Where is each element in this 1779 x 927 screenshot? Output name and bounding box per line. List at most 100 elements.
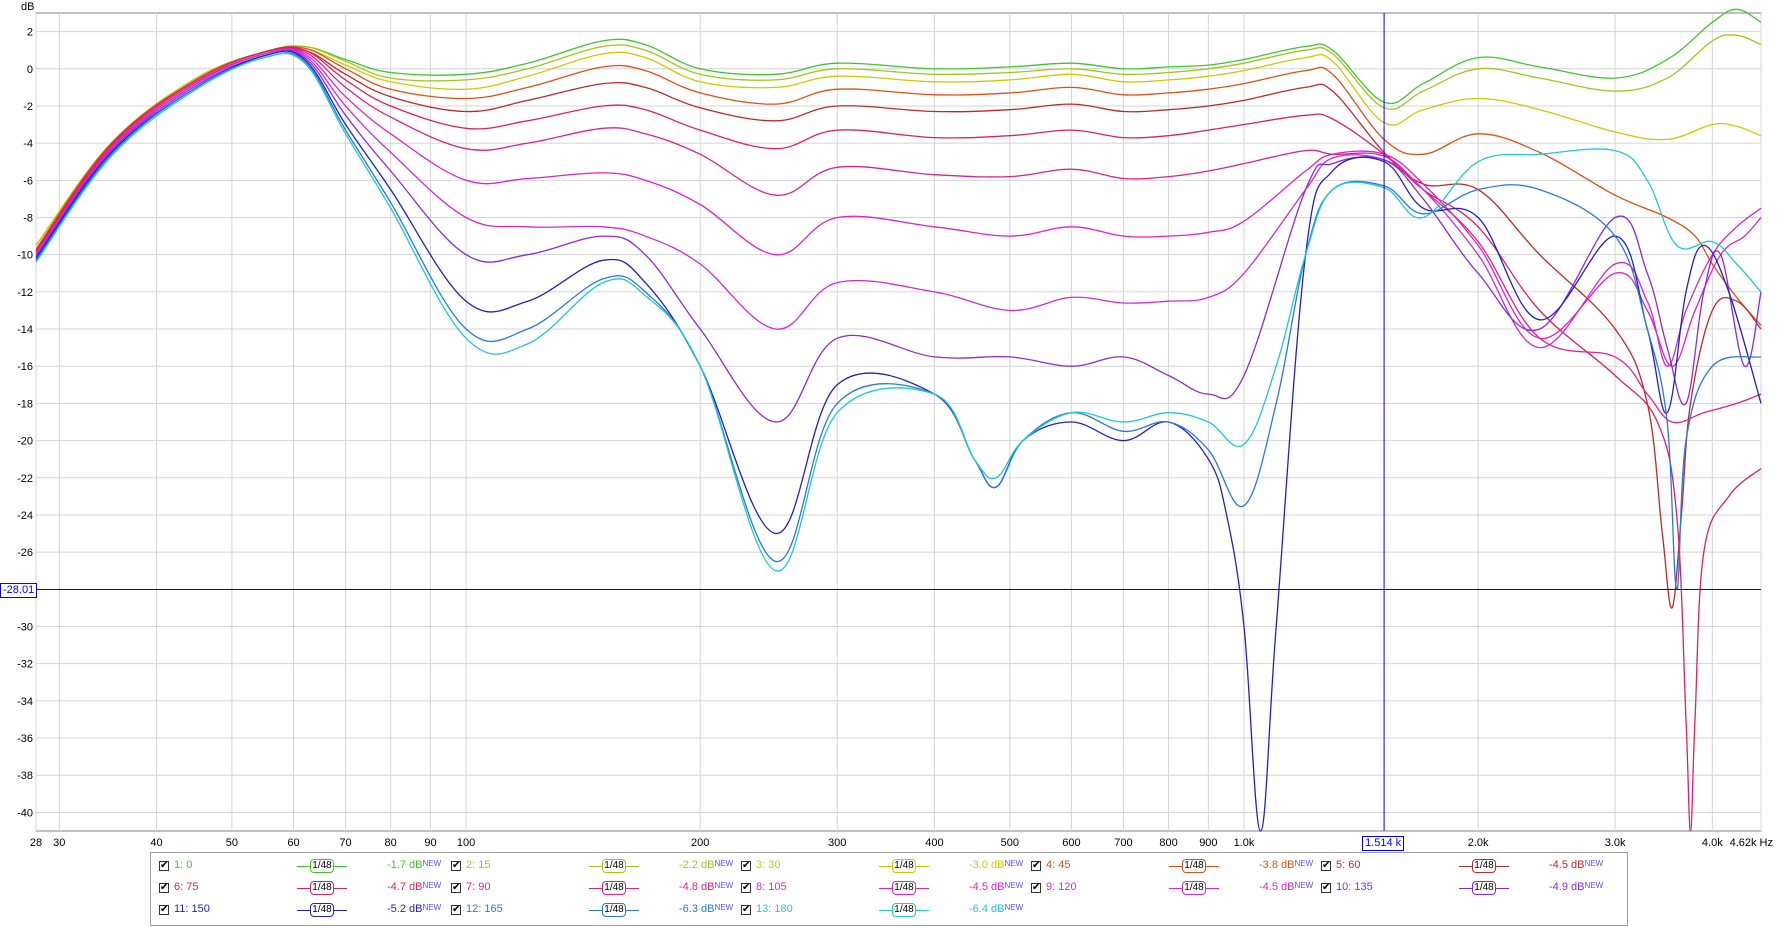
series-name: 11: 150: [174, 903, 210, 915]
series-line: [35, 8, 1762, 246]
y-tick-label: -24: [17, 510, 33, 522]
new-tag: NEW: [1004, 903, 1024, 912]
smoothing-label: 1/48: [1182, 859, 1206, 873]
legend-item[interactable]: ✔ 3: 30 1/48 -3.0 dBNEW: [741, 857, 1026, 877]
legend-item[interactable]: ✔ 4: 45 1/48 -3.8 dBNEW: [1031, 857, 1316, 877]
series-visibility-checkbox[interactable]: ✔: [1031, 882, 1041, 893]
y-tick-label: -30: [17, 622, 33, 634]
series-visibility-checkbox[interactable]: ✔: [741, 860, 751, 871]
legend-item[interactable]: ✔ 2: 15 1/48 -2.2 dBNEW: [451, 857, 736, 877]
cursor-x-readout[interactable]: 1.514 k: [1362, 836, 1405, 851]
series-visibility-checkbox[interactable]: ✔: [451, 860, 461, 871]
x-tick-label: 500: [1001, 837, 1019, 849]
x-tick-label: 60: [287, 837, 299, 849]
series-level-value[interactable]: -5.2 dBNEW: [387, 903, 442, 915]
smoothing-label: 1/48: [310, 881, 334, 895]
legend-item[interactable]: ✔ 5: 60 1/48 -4.5 dBNEW: [1321, 857, 1606, 877]
series-line: [35, 48, 1762, 367]
series-level-value[interactable]: -4.9 dBNEW: [1549, 881, 1604, 893]
series-visibility-checkbox[interactable]: ✔: [451, 882, 461, 893]
series-line: [35, 52, 1762, 572]
smoothing-button[interactable]: 1/48: [589, 881, 639, 897]
series-level-value[interactable]: -4.5 dBNEW: [969, 881, 1024, 893]
series-visibility-checkbox[interactable]: ✔: [1321, 882, 1331, 893]
legend-item[interactable]: ✔ 11: 150 1/48 -5.2 dBNEW: [159, 901, 444, 921]
smoothing-button[interactable]: 1/48: [297, 903, 347, 919]
x-tick-label: 28: [30, 837, 42, 849]
series-line: [35, 46, 1762, 832]
series-visibility-checkbox[interactable]: ✔: [159, 860, 169, 871]
plot-area[interactable]: [35, 12, 1762, 832]
new-tag: NEW: [1004, 881, 1024, 890]
series-name: 12: 165: [466, 903, 503, 915]
series-visibility-checkbox[interactable]: ✔: [159, 882, 169, 893]
legend-item[interactable]: ✔ 1: 0 1/48 -1.7 dBNEW: [159, 857, 444, 877]
smoothing-button[interactable]: 1/48: [1459, 881, 1509, 897]
smoothing-button[interactable]: 1/48: [879, 903, 929, 919]
series-level-value[interactable]: -3.8 dBNEW: [1259, 859, 1314, 871]
series-name: 10: 135: [1336, 881, 1373, 893]
y-tick-label: -16: [17, 361, 33, 373]
smoothing-button[interactable]: 1/48: [1169, 881, 1219, 897]
series-level-value[interactable]: -4.5 dBNEW: [1549, 859, 1604, 871]
smoothing-button[interactable]: 1/48: [297, 859, 347, 875]
series-visibility-checkbox[interactable]: ✔: [451, 904, 461, 915]
smoothing-button[interactable]: 1/48: [297, 881, 347, 897]
smoothing-label: 1/48: [1182, 881, 1206, 895]
y-tick-label: -20: [17, 436, 33, 448]
series-visibility-checkbox[interactable]: ✔: [741, 882, 751, 893]
series-level-value[interactable]: -1.7 dBNEW: [387, 859, 442, 871]
legend-item[interactable]: ✔ 10: 135 1/48 -4.9 dBNEW: [1321, 879, 1606, 899]
series-level-value[interactable]: -3.0 dBNEW: [969, 859, 1024, 871]
y-tick-label: -4: [23, 138, 33, 150]
smoothing-button[interactable]: 1/48: [879, 859, 929, 875]
x-tick-label: 40: [150, 837, 162, 849]
series-visibility-checkbox[interactable]: ✔: [741, 904, 751, 915]
legend-item[interactable]: ✔ 6: 75 1/48 -4.7 dBNEW: [159, 879, 444, 899]
smoothing-button[interactable]: 1/48: [589, 903, 639, 919]
series-line: [35, 46, 1762, 609]
y-tick-label: -14: [17, 324, 33, 336]
series-level-value[interactable]: -6.4 dBNEW: [969, 903, 1024, 915]
y-tick-label: 0: [27, 64, 33, 76]
series-visibility-checkbox[interactable]: ✔: [1031, 860, 1041, 871]
x-tick-label: 100: [457, 837, 475, 849]
x-tick-label: 70: [339, 837, 351, 849]
x-tick-label: 30: [53, 837, 65, 849]
y-tick-label: -34: [17, 696, 33, 708]
series-visibility-checkbox[interactable]: ✔: [159, 904, 169, 915]
series-line: [35, 46, 1762, 326]
legend-item[interactable]: ✔ 12: 165 1/48 -6.3 dBNEW: [451, 901, 736, 921]
legend-item[interactable]: ✔ 9: 120 1/48 -4.5 dBNEW: [1031, 879, 1316, 899]
smoothing-button[interactable]: 1/48: [1169, 859, 1219, 875]
y-tick-label: -22: [17, 473, 33, 485]
y-tick-label: -10: [17, 250, 33, 262]
y-tick-label: -32: [17, 659, 33, 671]
series-name: 6: 75: [174, 881, 199, 893]
series-level-value[interactable]: -6.3 dBNEW: [679, 903, 734, 915]
legend-item[interactable]: ✔ 13: 180 1/48 -6.4 dBNEW: [741, 901, 1026, 921]
series-level-value[interactable]: -4.5 dBNEW: [1259, 881, 1314, 893]
x-tick-label: 900: [1199, 837, 1217, 849]
legend-item[interactable]: ✔ 8: 105 1/48 -4.5 dBNEW: [741, 879, 1026, 899]
smoothing-button[interactable]: 1/48: [879, 881, 929, 897]
y-tick-label: -18: [17, 398, 33, 410]
series-level-value[interactable]: -2.2 dBNEW: [679, 859, 734, 871]
cursor-y-readout[interactable]: -28.01: [0, 582, 38, 598]
frequency-response-chart[interactable]: 28 30 40 50 60 70 80 90 100 200 300 400 500 600 700 800…: [0, 0, 1779, 855]
new-tag: NEW: [1584, 859, 1604, 868]
series-level-value[interactable]: -4.7 dBNEW: [387, 881, 442, 893]
legend-item[interactable]: ✔ 7: 90 1/48 -4.8 dBNEW: [451, 879, 736, 899]
series-line: [35, 46, 1762, 246]
smoothing-button[interactable]: 1/48: [1459, 859, 1509, 875]
x-tick-label: 300: [828, 837, 846, 849]
series-visibility-checkbox[interactable]: ✔: [1321, 860, 1331, 871]
cursor[interactable]: [36, 13, 1761, 831]
series-lines: [35, 8, 1762, 832]
series-line: [35, 47, 1762, 424]
series-level-value[interactable]: -4.8 dBNEW: [679, 881, 734, 893]
smoothing-button[interactable]: 1/48: [589, 859, 639, 875]
series-name: 1: 0: [174, 859, 193, 871]
series-name: 13: 180: [756, 903, 793, 915]
x-tick-label: 4.62k Hz: [1730, 837, 1773, 849]
